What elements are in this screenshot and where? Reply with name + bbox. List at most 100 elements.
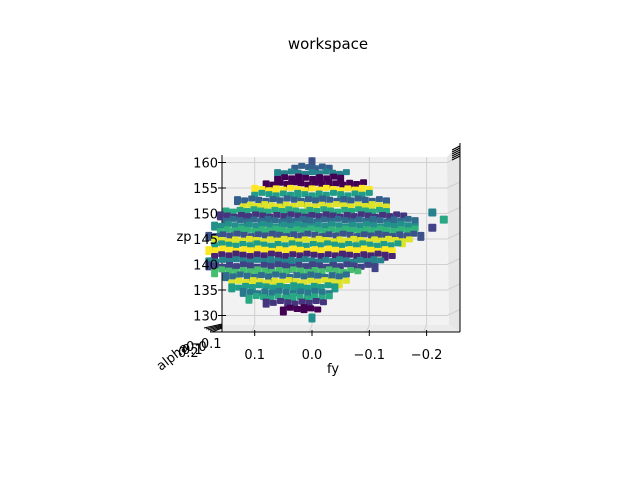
scatter-point	[234, 196, 242, 206]
scatter-point	[325, 266, 333, 273]
scatter-point	[205, 231, 213, 241]
scatter-point	[297, 288, 305, 295]
scatter-point	[280, 221, 288, 228]
scatter-point	[300, 273, 308, 280]
scatter-point	[360, 179, 368, 186]
scatter-point	[279, 306, 287, 316]
scatter-point	[300, 304, 308, 314]
scatter-point	[287, 168, 295, 175]
z-side-grid-line	[446, 283, 461, 291]
scatter-point	[385, 235, 393, 242]
scatter-point	[328, 221, 336, 228]
scatter-point	[394, 240, 402, 247]
scatter-point	[290, 282, 298, 292]
scatter-point	[350, 235, 358, 242]
z-side-grid-line	[446, 309, 461, 316]
scatter-point	[336, 256, 344, 263]
scatter-point	[290, 196, 298, 203]
scatter-point	[229, 215, 237, 222]
scatter-point	[272, 225, 280, 232]
chart-title: workspace	[288, 35, 368, 53]
scatter-point	[242, 282, 250, 289]
scatter-point	[281, 262, 289, 269]
y-tick-label: 0.1	[182, 343, 203, 358]
y-tick-mark	[211, 327, 223, 333]
scatter-point	[439, 215, 448, 224]
scatter-point	[282, 253, 290, 260]
scatter-point	[322, 256, 330, 263]
scatter-point	[271, 217, 279, 224]
scatter-point	[236, 217, 244, 224]
scatter-point	[275, 246, 283, 253]
scatter-point	[388, 247, 396, 254]
scatter-point	[328, 226, 336, 233]
scatter-point	[417, 231, 425, 241]
scatter-point	[294, 189, 302, 199]
scatter-point	[310, 251, 318, 258]
scatter-point	[332, 201, 340, 208]
scatter-point	[307, 277, 315, 284]
scatter-point	[232, 256, 240, 263]
scatter-point	[317, 284, 325, 291]
scatter-point	[379, 211, 387, 218]
scatter-point	[223, 226, 231, 233]
scatter-point	[224, 221, 232, 228]
scatter-point	[346, 246, 354, 253]
scatter-point	[283, 195, 291, 202]
side-tick-mark	[451, 155, 461, 161]
scatter-point	[351, 190, 359, 197]
scatter-point	[280, 235, 288, 242]
z-axis-label: zp	[176, 230, 191, 245]
scatter-point	[219, 231, 227, 238]
x-floor-grid-line	[251, 324, 256, 333]
scatter-point	[252, 292, 260, 299]
scatter-point	[354, 195, 362, 202]
scatter-point	[321, 277, 329, 284]
scatter-point	[222, 272, 230, 282]
scatter-point	[314, 306, 322, 313]
scatter-point	[301, 236, 309, 243]
scatter-point	[303, 284, 311, 291]
scatter-point	[375, 196, 383, 203]
scatter-point	[324, 251, 332, 258]
scatter-point	[322, 168, 330, 175]
side-tick-mark	[451, 153, 461, 159]
scatter-point	[355, 206, 363, 213]
scatter-point	[272, 185, 280, 195]
scatter-point	[274, 169, 282, 179]
scatter-point	[370, 222, 378, 229]
scatter-point	[240, 231, 248, 238]
scatter-point	[282, 247, 290, 254]
scatter-point	[245, 221, 253, 228]
scatter-point	[377, 257, 385, 264]
scatter-point	[239, 287, 247, 297]
scatter-point	[205, 246, 213, 256]
scatter-point	[287, 256, 295, 266]
scatter-point	[304, 230, 312, 237]
scatter-point	[404, 222, 412, 229]
scatter-point	[246, 242, 254, 249]
scatter-point	[302, 263, 310, 270]
scatter-point	[239, 261, 247, 268]
scatter-point	[405, 236, 413, 243]
scatter-point	[285, 277, 293, 284]
scatter-point	[358, 184, 366, 194]
scatter-point	[331, 283, 339, 293]
scatter-point	[410, 230, 418, 237]
scatter-point	[312, 197, 320, 204]
y-tick-mark	[203, 323, 223, 329]
scatter-point	[211, 221, 219, 231]
scatter-point	[343, 261, 351, 268]
z-side-grid-line	[446, 258, 461, 265]
scatter-point	[335, 273, 343, 280]
scatter-point	[211, 268, 219, 278]
scatter-point	[297, 201, 305, 208]
scatter-point	[301, 191, 309, 198]
scatter-point	[305, 164, 313, 171]
scatter-point	[299, 215, 307, 222]
scatter-point	[376, 225, 384, 232]
scatter-point	[268, 289, 276, 296]
scatter-point	[218, 251, 226, 258]
x-floor-grid-line	[423, 324, 428, 333]
